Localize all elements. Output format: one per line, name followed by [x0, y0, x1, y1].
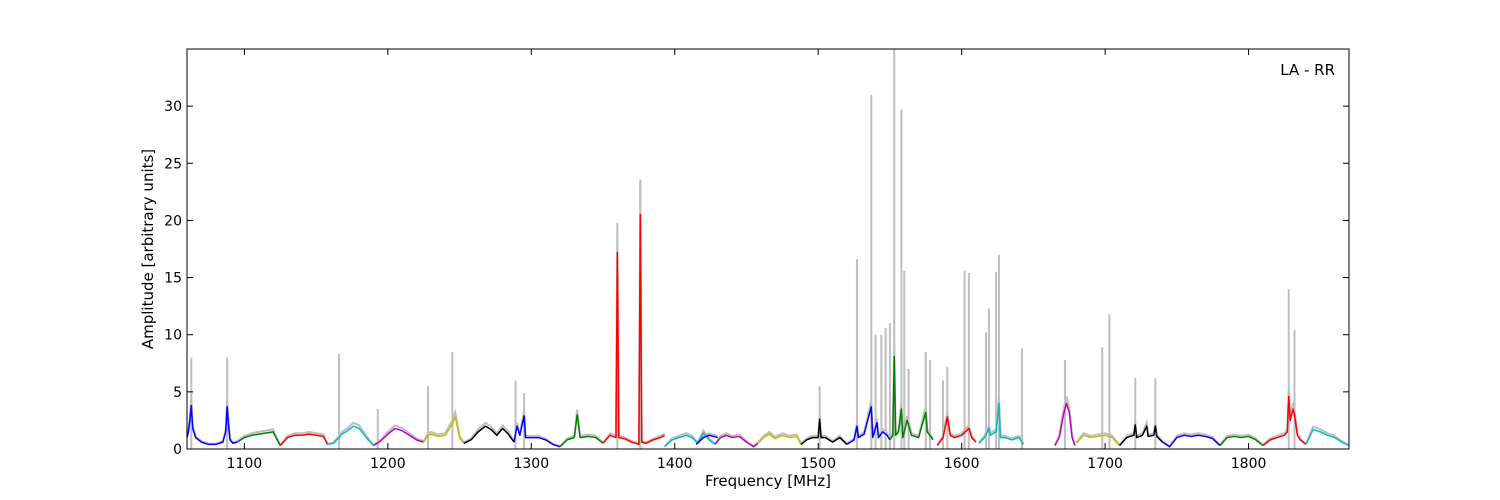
- series-line: [1262, 395, 1307, 447]
- x-tick-label: 1500: [800, 456, 836, 472]
- x-axis-label: Frequency [MHz]: [705, 472, 831, 490]
- raw-envelope: [372, 424, 425, 446]
- x-tick-label: 1100: [227, 456, 263, 472]
- x-axis: 1100 1200 1300 1400 1500 1600 1700 1800: [227, 49, 1267, 472]
- raw-envelope: [1075, 432, 1121, 446]
- raw-envelope: [236, 428, 282, 446]
- series-line: [236, 431, 281, 446]
- raw-envelope: [1219, 433, 1264, 446]
- bandpass-series-layer: [186, 213, 1350, 448]
- series-line: [559, 413, 604, 448]
- series-line: [373, 427, 424, 447]
- raw-envelope: [1305, 425, 1350, 446]
- raw-envelope: [978, 396, 1025, 445]
- raw-envelope: [463, 421, 515, 444]
- series-line: [1118, 424, 1164, 447]
- raw-envelope: [757, 430, 802, 445]
- y-tick-label: 0: [173, 442, 182, 458]
- baseline-annotation: LA - RR: [1280, 61, 1335, 79]
- series-line: [1075, 434, 1121, 447]
- y-tick-label: 15: [164, 271, 182, 287]
- x-tick-label: 1400: [657, 456, 693, 472]
- y-tick-label: 25: [164, 156, 182, 172]
- series-line: [1219, 435, 1264, 447]
- series-line: [279, 433, 329, 447]
- y-axis: 0 5 10 15 20 25 30: [164, 99, 1349, 458]
- series-line: [1054, 402, 1076, 446]
- x-tick-label: 1700: [1087, 456, 1123, 472]
- series-line: [327, 425, 375, 447]
- x-tick-label: 1800: [1231, 456, 1267, 472]
- series-line: [186, 404, 238, 446]
- x-tick-label: 1200: [370, 456, 406, 472]
- plot-frame: [186, 48, 1350, 450]
- x-tick-label: 1300: [513, 456, 549, 472]
- raw-spectrum-layer: [186, 49, 1350, 449]
- series-line: [889, 355, 934, 441]
- raw-envelope: [846, 400, 891, 445]
- series-line: [757, 433, 802, 445]
- series-line: [695, 434, 718, 445]
- y-tick-label: 20: [164, 213, 182, 229]
- series-line: [1305, 428, 1350, 447]
- raw-envelope: [1118, 418, 1164, 446]
- y-axis-label: Amplitude [arbitrary units]: [139, 149, 157, 349]
- raw-envelope: [279, 430, 329, 446]
- series-line: [978, 402, 1024, 445]
- series-line: [513, 415, 561, 448]
- series-line: [602, 213, 666, 446]
- y-tick-label: 10: [164, 328, 182, 344]
- series-line: [1162, 434, 1221, 448]
- raw-envelope: [327, 421, 375, 446]
- series-line: [936, 416, 977, 447]
- y-tick-label: 5: [173, 385, 182, 401]
- series-line: [463, 425, 515, 444]
- series-line: [800, 418, 848, 446]
- raw-envelope: [513, 410, 561, 448]
- raw-envelope: [714, 432, 759, 448]
- raw-envelope: [1262, 388, 1307, 446]
- x-tick-label: 1600: [944, 456, 980, 472]
- series-line: [423, 416, 465, 444]
- series-line: [664, 432, 716, 448]
- series-line: [714, 434, 759, 448]
- y-tick-label: 30: [164, 99, 182, 115]
- raw-envelope: [602, 179, 666, 446]
- series-line: [846, 405, 891, 446]
